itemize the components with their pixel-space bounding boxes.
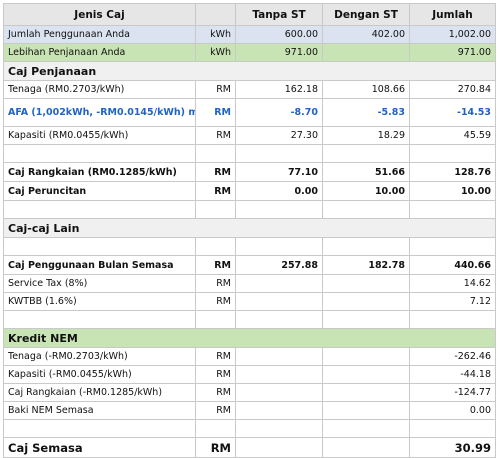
usage-label: Jumlah Penggunaan Anda [3, 25, 196, 44]
peruncitan-unit: RM [195, 181, 236, 201]
header-jumlah: Jumlah [409, 3, 496, 26]
kwtbb-row: KWTBB (1.6%) RM 7.12 [3, 292, 496, 311]
spacer-row [3, 144, 496, 163]
afa-tanpa: -8.70 [235, 98, 323, 127]
kapasiti-row: Kapasiti (RM0.0455/kWh) RM 27.30 18.29 4… [3, 126, 496, 145]
kapasiti-jumlah: 45.59 [409, 126, 496, 145]
section-caj-penjanaan: Caj Penjanaan [3, 61, 496, 81]
nem-rangkaian-row: Caj Rangkaian (-RM0.1285/kWh) RM -124.77 [3, 383, 496, 402]
afa-dengan: -5.83 [322, 98, 410, 127]
tenaga-jumlah: 270.84 [409, 80, 496, 99]
kwtbb-unit: RM [195, 292, 236, 311]
nem-rangkaian-unit: RM [195, 383, 236, 402]
usage-tanpa: 600.00 [235, 25, 323, 44]
usage-jumlah: 1,002.00 [409, 25, 496, 44]
kapasiti-dengan: 18.29 [322, 126, 410, 145]
spacer-row [3, 310, 496, 329]
section-caj-lain: Caj-caj Lain [3, 218, 496, 238]
service-tax-row: Service Tax (8%) RM 14.62 [3, 274, 496, 293]
nem-rangkaian-label: Caj Rangkaian (-RM0.1285/kWh) [3, 383, 196, 402]
rangkaian-row: Caj Rangkaian (RM0.1285/kWh) RM 77.10 51… [3, 162, 496, 182]
nem-kapasiti-row: Kapasiti (-RM0.0455/kWh) RM -44.18 [3, 365, 496, 384]
nem-baki-unit: RM [195, 401, 236, 420]
nem-baki-row: Baki NEM Semasa RM 0.00 [3, 401, 496, 420]
nem-tenaga-unit: RM [195, 347, 236, 366]
excess-jumlah: 971.00 [409, 43, 496, 62]
nem-tenaga-jumlah: -262.46 [409, 347, 496, 366]
excess-row: Lebihan Penjanaan Anda kWh 971.00 971.00 [3, 43, 496, 62]
afa-unit: RM [195, 98, 236, 127]
tenaga-tanpa: 162.18 [235, 80, 323, 99]
service-tax-jumlah: 14.62 [409, 274, 496, 293]
caj-semasa-row: Caj Semasa RM 30.99 [3, 437, 496, 458]
table-header-row: Jenis Caj Tanpa ST Dengan ST Jumlah [3, 3, 496, 26]
kwtbb-label: KWTBB (1.6%) [3, 292, 196, 311]
usage-dengan: 402.00 [322, 25, 410, 44]
service-tax-label: Service Tax (8%) [3, 274, 196, 293]
penggunaan-semasa-row: Caj Penggunaan Bulan Semasa RM 257.88 18… [3, 255, 496, 275]
caj-semasa-unit: RM [195, 437, 236, 458]
section-kredit-nem: Kredit NEM [3, 328, 496, 348]
afa-jumlah: -14.53 [409, 98, 496, 127]
peruncitan-row: Caj Peruncitan RM 0.00 10.00 10.00 [3, 181, 496, 201]
tenaga-label: Tenaga (RM0.2703/kWh) [3, 80, 196, 99]
nem-baki-label: Baki NEM Semasa [3, 401, 196, 420]
kapasiti-tanpa: 27.30 [235, 126, 323, 145]
rangkaian-dengan: 51.66 [322, 162, 410, 182]
section-title-caj-lain: Caj-caj Lain [3, 218, 496, 238]
bill-charges-table: Jenis Caj Tanpa ST Dengan ST Jumlah Juml… [3, 3, 496, 458]
kapasiti-unit: RM [195, 126, 236, 145]
rangkaian-unit: RM [195, 162, 236, 182]
nem-rangkaian-jumlah: -124.77 [409, 383, 496, 402]
kapasiti-label: Kapasiti (RM0.0455/kWh) [3, 126, 196, 145]
peruncitan-label: Caj Peruncitan [3, 181, 196, 201]
section-title-caj-penjanaan: Caj Penjanaan [3, 61, 496, 81]
rangkaian-label: Caj Rangkaian (RM0.1285/kWh) [3, 162, 196, 182]
excess-label: Lebihan Penjanaan Anda [3, 43, 196, 62]
spacer-row [3, 419, 496, 438]
section-title-kredit-nem: Kredit NEM [3, 328, 496, 348]
caj-semasa-label: Caj Semasa [3, 437, 196, 458]
rangkaian-tanpa: 77.10 [235, 162, 323, 182]
spacer-row [3, 237, 496, 256]
header-tanpa-st: Tanpa ST [235, 3, 323, 26]
afa-label: AFA (1,002kWh, -RM0.0145/kWh) mulai 01/0… [3, 98, 196, 127]
afa-row: AFA (1,002kWh, -RM0.0145/kWh) mulai 01/0… [3, 98, 496, 127]
nem-kapasiti-label: Kapasiti (-RM0.0455/kWh) [3, 365, 196, 384]
caj-semasa-jumlah: 30.99 [409, 437, 496, 458]
nem-tenaga-label: Tenaga (-RM0.2703/kWh) [3, 347, 196, 366]
nem-baki-jumlah: 0.00 [409, 401, 496, 420]
penggunaan-semasa-jumlah: 440.66 [409, 255, 496, 275]
tenaga-dengan: 108.66 [322, 80, 410, 99]
nem-tenaga-row: Tenaga (-RM0.2703/kWh) RM -262.46 [3, 347, 496, 366]
penggunaan-semasa-label: Caj Penggunaan Bulan Semasa [3, 255, 196, 275]
penggunaan-semasa-unit: RM [195, 255, 236, 275]
nem-kapasiti-jumlah: -44.18 [409, 365, 496, 384]
penggunaan-semasa-dengan: 182.78 [322, 255, 410, 275]
excess-tanpa: 971.00 [235, 43, 323, 62]
excess-dengan [322, 43, 410, 62]
header-jenis-caj: Jenis Caj [3, 3, 196, 26]
header-dengan-st: Dengan ST [322, 3, 410, 26]
usage-row: Jumlah Penggunaan Anda kWh 600.00 402.00… [3, 25, 496, 44]
peruncitan-jumlah: 10.00 [409, 181, 496, 201]
peruncitan-tanpa: 0.00 [235, 181, 323, 201]
excess-unit: kWh [195, 43, 236, 62]
nem-kapasiti-unit: RM [195, 365, 236, 384]
peruncitan-dengan: 10.00 [322, 181, 410, 201]
tenaga-row: Tenaga (RM0.2703/kWh) RM 162.18 108.66 2… [3, 80, 496, 99]
tenaga-unit: RM [195, 80, 236, 99]
spacer-row [3, 200, 496, 219]
usage-unit: kWh [195, 25, 236, 44]
rangkaian-jumlah: 128.76 [409, 162, 496, 182]
kwtbb-jumlah: 7.12 [409, 292, 496, 311]
penggunaan-semasa-tanpa: 257.88 [235, 255, 323, 275]
service-tax-unit: RM [195, 274, 236, 293]
header-unit [195, 3, 236, 26]
